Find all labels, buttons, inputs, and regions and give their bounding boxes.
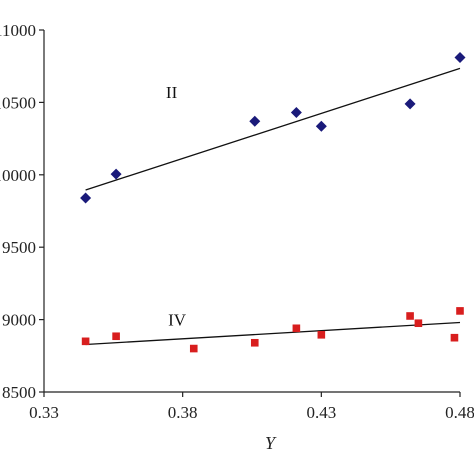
data-point-square (317, 331, 326, 339)
data-point-square (414, 319, 423, 328)
data-point-square (112, 332, 120, 341)
data-point-square (189, 344, 198, 353)
annotations: II IV (166, 83, 187, 329)
series-annotation: IV (168, 310, 187, 329)
trend-line (85, 67, 461, 191)
trend-lines (85, 67, 461, 346)
trend-line (85, 321, 461, 346)
y-tick-label: 8500 (2, 383, 36, 402)
x-axis-ticks: 0.33 0.38 0.43 0.48 (29, 392, 474, 422)
x-axis-title: Y (265, 433, 277, 453)
x-tick-label: 0.43 (306, 403, 336, 422)
data-point-square (450, 333, 459, 342)
x-tick-label: 0.33 (29, 403, 59, 422)
axes (43, 30, 460, 393)
data-point-square (456, 307, 464, 315)
data-point-diamond (80, 192, 92, 204)
y-tick-label: 9500 (2, 238, 36, 257)
data-point-square (81, 337, 90, 346)
data-point-diamond (404, 98, 416, 110)
y-tick-label: 10500 (0, 93, 36, 112)
data-point-diamond (454, 52, 466, 64)
data-point-diamond (249, 115, 261, 127)
x-tick-label: 0.38 (168, 403, 198, 422)
data-point-square (250, 338, 259, 347)
data-point-diamond (315, 120, 327, 132)
data-point-square (406, 312, 414, 320)
y-tick-label: 11000 (0, 21, 36, 40)
y-tick-label: 9000 (2, 311, 36, 330)
series-annotation: II (166, 83, 178, 102)
data-points (80, 52, 466, 353)
data-point-diamond (110, 168, 122, 180)
x-tick-label: 0.48 (445, 403, 474, 422)
data-point-diamond (290, 107, 302, 119)
data-point-square (292, 324, 301, 333)
